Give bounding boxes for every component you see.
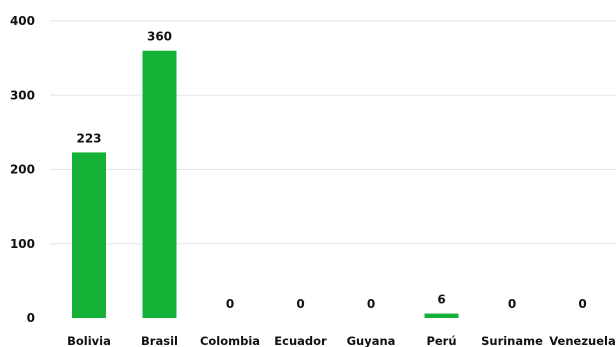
data-label-venezuela: 0	[578, 297, 586, 311]
bar-bolivia	[72, 152, 106, 318]
bar-brasil	[142, 50, 177, 318]
data-label-brasil: 360	[147, 30, 172, 44]
y-axis-ticks: 0 100 200 300 400	[10, 14, 35, 325]
y-tick-label-300: 300	[10, 88, 35, 102]
data-label-colombia: 0	[226, 297, 234, 311]
y-tick-label-100: 100	[10, 237, 35, 251]
bar-perú	[424, 313, 459, 318]
data-label-perú: 6	[437, 293, 445, 307]
grid-layer	[50, 20, 616, 245]
data-label-guyana: 0	[367, 297, 375, 311]
data-label-suriname: 0	[508, 297, 516, 311]
y-tick-label-200: 200	[10, 163, 35, 177]
category-label-guyana: Guyana	[347, 334, 396, 347]
data-labels: 223 360 0 0 0 6 0 0	[76, 30, 586, 311]
category-label-bolivia: Bolivia	[67, 334, 111, 347]
y-tick-label-0: 0	[27, 311, 35, 325]
category-label-brasil: Brasil	[141, 334, 178, 347]
category-label-colombia: Colombia	[200, 334, 260, 347]
category-label-perú: Perú	[426, 334, 456, 347]
category-label-suriname: Suriname	[481, 334, 543, 347]
bars	[72, 50, 459, 318]
data-label-ecuador: 0	[296, 297, 304, 311]
category-label-venezuela: Venezuela	[549, 334, 615, 347]
category-labels: Bolivia Brasil Colombia Ecuador Guyana Perú Su…	[67, 334, 616, 347]
category-label-ecuador: Ecuador	[274, 334, 327, 347]
data-label-bolivia: 223	[76, 131, 101, 145]
y-tick-label-400: 400	[10, 14, 35, 28]
